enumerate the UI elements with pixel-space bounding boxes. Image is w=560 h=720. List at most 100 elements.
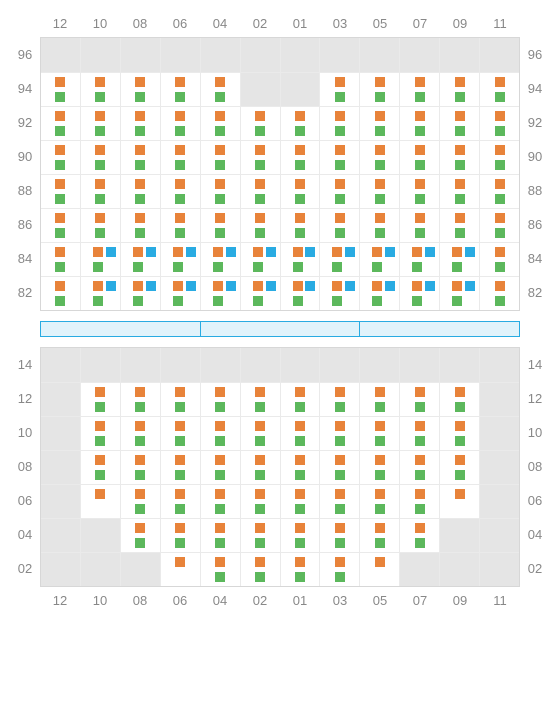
seat-cell[interactable] [240, 417, 280, 450]
seat-cell[interactable] [80, 73, 120, 106]
seat-cell[interactable] [280, 553, 320, 586]
seat-cell[interactable] [240, 243, 280, 276]
seat-cell[interactable] [240, 519, 280, 552]
seat-cell[interactable] [439, 451, 479, 484]
seat-cell[interactable] [280, 383, 320, 416]
seat-cell[interactable] [41, 107, 80, 140]
seat-cell[interactable] [200, 141, 240, 174]
seat-cell[interactable] [359, 451, 399, 484]
seat-cell[interactable] [479, 243, 519, 276]
seat-cell[interactable] [280, 141, 320, 174]
seat-cell[interactable] [319, 277, 359, 310]
seat-cell[interactable] [240, 107, 280, 140]
seat-cell[interactable] [240, 175, 280, 208]
seat-cell[interactable] [200, 277, 240, 310]
seat-cell[interactable] [399, 519, 439, 552]
seat-cell[interactable] [280, 209, 320, 242]
seat-cell[interactable] [240, 209, 280, 242]
seat-cell[interactable] [479, 107, 519, 140]
seat-cell[interactable] [439, 383, 479, 416]
seat-cell[interactable] [439, 277, 479, 310]
seat-cell[interactable] [479, 277, 519, 310]
seat-cell[interactable] [160, 485, 200, 518]
seat-cell[interactable] [359, 553, 399, 586]
seat-cell[interactable] [160, 553, 200, 586]
seat-cell[interactable] [240, 451, 280, 484]
seat-cell[interactable] [80, 243, 120, 276]
seat-cell[interactable] [160, 383, 200, 416]
seat-cell[interactable] [240, 553, 280, 586]
seat-cell[interactable] [280, 175, 320, 208]
seat-cell[interactable] [240, 141, 280, 174]
seat-cell[interactable] [280, 243, 320, 276]
seat-cell[interactable] [439, 209, 479, 242]
seat-cell[interactable] [120, 209, 160, 242]
seat-cell[interactable] [200, 175, 240, 208]
seat-cell[interactable] [439, 107, 479, 140]
seat-cell[interactable] [319, 553, 359, 586]
seat-cell[interactable] [399, 451, 439, 484]
seat-cell[interactable] [319, 519, 359, 552]
seat-cell[interactable] [160, 107, 200, 140]
seat-cell[interactable] [200, 485, 240, 518]
seat-cell[interactable] [319, 417, 359, 450]
seat-cell[interactable] [80, 107, 120, 140]
seat-cell[interactable] [319, 107, 359, 140]
seat-cell[interactable] [359, 485, 399, 518]
seat-cell[interactable] [439, 417, 479, 450]
seat-cell[interactable] [80, 141, 120, 174]
seat-cell[interactable] [41, 243, 80, 276]
seat-cell[interactable] [399, 417, 439, 450]
seat-cell[interactable] [80, 451, 120, 484]
seat-cell[interactable] [280, 417, 320, 450]
seat-cell[interactable] [359, 519, 399, 552]
seat-cell[interactable] [439, 243, 479, 276]
seat-cell[interactable] [120, 107, 160, 140]
seat-cell[interactable] [120, 383, 160, 416]
seat-cell[interactable] [319, 451, 359, 484]
seat-cell[interactable] [359, 73, 399, 106]
seat-cell[interactable] [399, 107, 439, 140]
seat-cell[interactable] [359, 417, 399, 450]
seat-cell[interactable] [479, 175, 519, 208]
seat-cell[interactable] [160, 141, 200, 174]
seat-cell[interactable] [399, 485, 439, 518]
seat-cell[interactable] [319, 383, 359, 416]
seat-cell[interactable] [200, 209, 240, 242]
seat-cell[interactable] [120, 277, 160, 310]
seat-cell[interactable] [80, 175, 120, 208]
seat-cell[interactable] [359, 277, 399, 310]
seat-cell[interactable] [41, 277, 80, 310]
seat-cell[interactable] [479, 73, 519, 106]
seat-cell[interactable] [200, 383, 240, 416]
seat-cell[interactable] [439, 175, 479, 208]
seat-cell[interactable] [41, 175, 80, 208]
seat-cell[interactable] [399, 141, 439, 174]
seat-cell[interactable] [160, 175, 200, 208]
seat-cell[interactable] [399, 209, 439, 242]
seat-cell[interactable] [359, 209, 399, 242]
seat-cell[interactable] [280, 485, 320, 518]
seat-cell[interactable] [280, 519, 320, 552]
seat-cell[interactable] [80, 209, 120, 242]
seat-cell[interactable] [120, 485, 160, 518]
seat-cell[interactable] [359, 175, 399, 208]
seat-cell[interactable] [120, 243, 160, 276]
seat-cell[interactable] [359, 243, 399, 276]
seat-cell[interactable] [160, 73, 200, 106]
seat-cell[interactable] [359, 141, 399, 174]
seat-cell[interactable] [120, 451, 160, 484]
seat-cell[interactable] [200, 417, 240, 450]
seat-cell[interactable] [200, 73, 240, 106]
seat-cell[interactable] [319, 485, 359, 518]
seat-cell[interactable] [120, 417, 160, 450]
seat-cell[interactable] [319, 243, 359, 276]
seat-cell[interactable] [80, 485, 120, 518]
seat-cell[interactable] [200, 519, 240, 552]
seat-cell[interactable] [319, 73, 359, 106]
seat-cell[interactable] [399, 73, 439, 106]
seat-cell[interactable] [479, 209, 519, 242]
seat-cell[interactable] [120, 73, 160, 106]
seat-cell[interactable] [439, 73, 479, 106]
seat-cell[interactable] [200, 553, 240, 586]
